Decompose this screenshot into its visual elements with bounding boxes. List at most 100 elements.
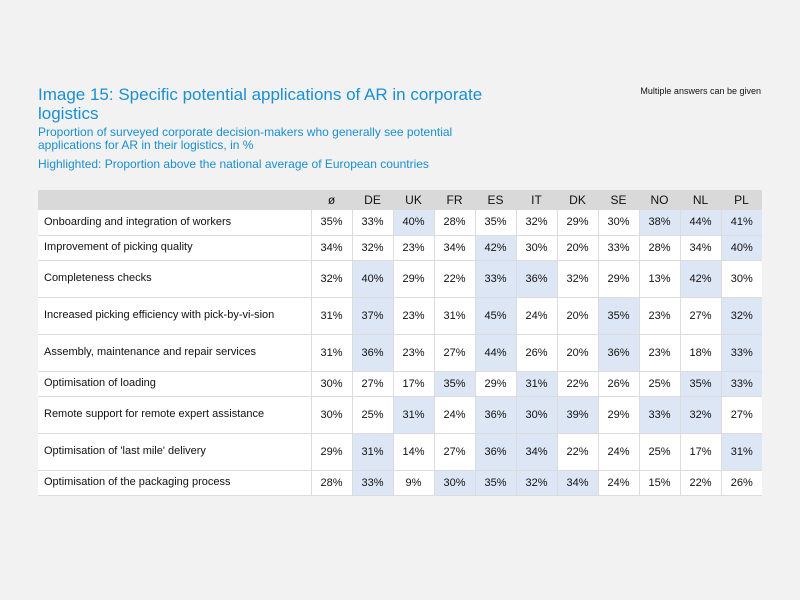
table-cell: 36% [475, 433, 517, 471]
column-header: DK [557, 190, 598, 210]
table-cell: 36% [352, 334, 394, 372]
table-cell: 36% [516, 260, 558, 298]
table-cell: 23% [393, 235, 435, 261]
table-cell: 22% [434, 260, 476, 298]
table-cell: 32% [516, 210, 558, 236]
table-row: Increased picking efficiency with pick-b… [38, 297, 762, 335]
table-cell: 26% [721, 470, 762, 496]
table-cell: 25% [639, 371, 681, 397]
table-cell: 40% [352, 260, 394, 298]
column-header: IT [516, 190, 557, 210]
table-cell: 29% [311, 433, 353, 471]
table-cell: 22% [557, 433, 599, 471]
table-cell: 23% [393, 297, 435, 335]
table-cell: 35% [434, 371, 476, 397]
page-subtitle: Proportion of surveyed corporate decisio… [38, 125, 453, 152]
table-cell: 25% [639, 433, 681, 471]
table-cell: 20% [557, 334, 599, 372]
table-row: Optimisation of 'last mile' delivery 29% 3… [38, 433, 762, 471]
table-cell: 33% [352, 470, 394, 496]
table-cell: 35% [311, 210, 353, 236]
row-label: Optimisation of 'last mile' delivery [38, 433, 312, 471]
table-cell: 33% [352, 210, 394, 236]
table-cell: 30% [516, 235, 558, 261]
table-cell: 32% [352, 235, 394, 261]
header-row: ø DE UK FR ES IT DK SE NO NL PL [38, 190, 762, 210]
table-cell: 33% [475, 260, 517, 298]
row-label: Improvement of picking quality [38, 235, 312, 261]
table-cell: 15% [639, 470, 681, 496]
table-cell: 26% [516, 334, 558, 372]
table-cell: 13% [639, 260, 681, 298]
table-cell: 36% [475, 396, 517, 434]
table-cell: 30% [311, 396, 353, 434]
column-header: PL [721, 190, 762, 210]
table-cell: 29% [557, 210, 599, 236]
table-cell: 17% [393, 371, 435, 397]
table-row: Optimisation of the packaging process 28%… [38, 470, 762, 496]
table-cell: 31% [516, 371, 558, 397]
column-header: NO [639, 190, 680, 210]
table-cell: 33% [721, 371, 762, 397]
table-cell: 22% [557, 371, 599, 397]
table-cell: 31% [721, 433, 762, 471]
table-cell: 36% [598, 334, 640, 372]
row-label: Optimisation of loading [38, 371, 312, 397]
table-cell: 31% [393, 396, 435, 434]
row-label: Assembly, maintenance and repair service… [38, 334, 312, 372]
table-cell: 45% [475, 297, 517, 335]
table-cell: 32% [721, 297, 762, 335]
table-cell: 33% [598, 235, 640, 261]
table-row: Completeness checks 32% 40% 29% 22% 33% 36% 32%… [38, 260, 762, 298]
table-cell: 30% [434, 470, 476, 496]
table-cell: 31% [434, 297, 476, 335]
table-cell: 14% [393, 433, 435, 471]
table-cell: 30% [516, 396, 558, 434]
row-label: Increased picking efficiency with pick-b… [38, 297, 312, 335]
data-table: ø DE UK FR ES IT DK SE NO NL PL Onboarding and int… [38, 190, 762, 496]
table-cell: 40% [393, 210, 435, 236]
table-body: Onboarding and integration of workers 35%… [38, 210, 762, 496]
row-label: Completeness checks [38, 260, 312, 298]
table-cell: 28% [434, 210, 476, 236]
table-cell: 27% [721, 396, 762, 434]
table-cell: 39% [557, 396, 599, 434]
table-cell: 32% [516, 470, 558, 496]
column-header: FR [434, 190, 475, 210]
table-cell: 20% [557, 297, 599, 335]
table-cell: 27% [434, 334, 476, 372]
table-cell: 27% [434, 433, 476, 471]
table-cell: 9% [393, 470, 435, 496]
table-cell: 33% [721, 334, 762, 372]
row-label: Optimisation of the packaging process [38, 470, 312, 496]
table-cell: 44% [475, 334, 517, 372]
table-cell: 26% [598, 371, 640, 397]
table-cell: 24% [598, 470, 640, 496]
table-row: Optimisation of loading 30% 27% 17% 35% 29% 31… [38, 371, 762, 397]
table-cell: 24% [598, 433, 640, 471]
table-cell: 35% [680, 371, 722, 397]
table-cell: 23% [639, 334, 681, 372]
table-row: Improvement of picking quality 34% 32% 23% 3… [38, 235, 762, 261]
table-cell: 24% [434, 396, 476, 434]
row-label: Onboarding and integration of workers [38, 210, 312, 236]
table-cell: 35% [475, 210, 517, 236]
table-cell: 23% [639, 297, 681, 335]
table-cell: 38% [639, 210, 681, 236]
table-cell: 31% [311, 297, 353, 335]
table-cell: 35% [598, 297, 640, 335]
table-cell: 30% [311, 371, 353, 397]
table-cell: 27% [352, 371, 394, 397]
table-cell: 34% [516, 433, 558, 471]
table-cell: 29% [393, 260, 435, 298]
table-cell: 41% [721, 210, 762, 236]
table-cell: 29% [475, 371, 517, 397]
table-cell: 34% [311, 235, 353, 261]
table-cell: 40% [721, 235, 762, 261]
table-cell: 34% [557, 470, 599, 496]
table-row: Onboarding and integration of workers 35%… [38, 210, 762, 236]
table-row: Assembly, maintenance and repair service… [38, 334, 762, 372]
table-cell: 28% [311, 470, 353, 496]
page-title: Image 15: Specific potential application… [38, 85, 483, 123]
table-cell: 31% [311, 334, 353, 372]
